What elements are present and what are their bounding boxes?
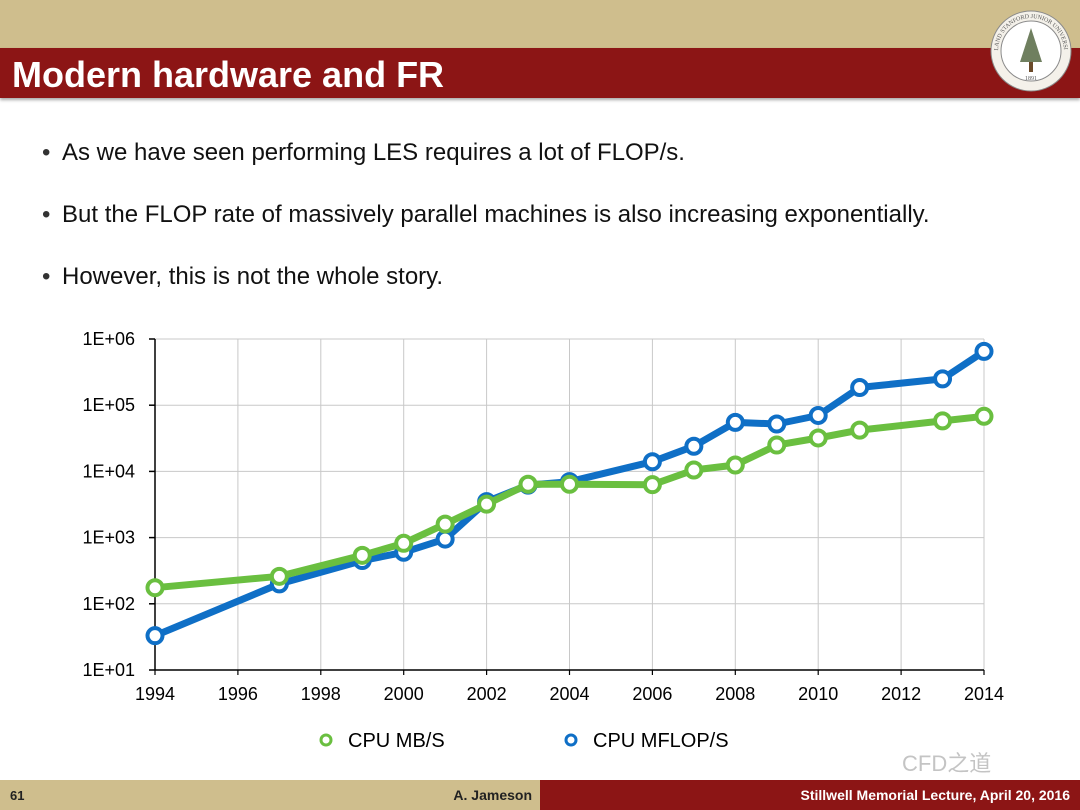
- bullet-dot: •: [42, 201, 51, 228]
- data-point-cpu-mflop-s: [684, 436, 704, 456]
- data-point-cpu-mb-s: [808, 428, 828, 448]
- slide-title: Modern hardware and FR: [12, 54, 445, 95]
- legend-label-cpu-mb-s: CPU MB/S: [348, 730, 445, 752]
- data-point-cpu-mb-s: [933, 411, 953, 431]
- watermark: CFD之道: [902, 751, 992, 776]
- footer-left: 61 A. Jameson: [0, 780, 540, 810]
- data-point-cpu-mflop-s: [725, 412, 745, 432]
- y-tick-label: 1E+01: [82, 660, 135, 680]
- y-tick-label: 1E+05: [82, 395, 135, 415]
- bullet-text: However, this is not the whole story.: [62, 263, 444, 290]
- data-point-cpu-mflop-s: [974, 341, 994, 361]
- data-point-cpu-mflop-s: [933, 369, 953, 389]
- bullet-text: But the FLOP rate of massively parallel …: [62, 201, 930, 228]
- x-tick-label: 2014: [964, 684, 1004, 704]
- bullet-dot: •: [42, 263, 51, 290]
- x-tick-label: 2000: [384, 684, 424, 704]
- legend-marker-cpu-mflop-s: [564, 733, 578, 747]
- y-tick-label: 1E+04: [82, 461, 135, 481]
- author: A. Jameson: [453, 787, 532, 803]
- data-point-cpu-mflop-s: [435, 529, 455, 549]
- bullet-item: • As we have seen performing LES requires…: [42, 136, 930, 198]
- lecture-title: Stillwell Memorial Lecture, April 20, 20…: [800, 787, 1070, 803]
- data-point-cpu-mb-s: [725, 455, 745, 475]
- y-tick-label: 1E+02: [82, 594, 135, 614]
- data-point-cpu-mb-s: [352, 545, 372, 565]
- series-line-cpu-mb-s: [151, 412, 988, 592]
- data-point-cpu-mflop-s: [642, 452, 662, 472]
- data-point-cpu-mb-s: [145, 578, 165, 598]
- data-point-cpu-mb-s: [560, 474, 579, 494]
- data-point-cpu-mb-s: [684, 460, 704, 480]
- data-point-cpu-mb-s: [767, 435, 787, 455]
- x-tick-label: 2006: [632, 684, 672, 704]
- x-tick-label: 1996: [218, 684, 258, 704]
- x-tick-label: 2002: [467, 684, 507, 704]
- data-point-cpu-mflop-s: [850, 378, 870, 398]
- bullet-list: • As we have seen performing LES requires…: [42, 136, 930, 322]
- x-tick-label: 2004: [549, 684, 589, 704]
- data-point-cpu-mb-s: [477, 494, 497, 514]
- data-point-cpu-mb-s: [394, 533, 414, 553]
- bullet-dot: •: [42, 139, 51, 166]
- bullet-item: • But the FLOP rate of massively parallel…: [42, 198, 930, 260]
- series-line-cpu-mflop-s: [151, 347, 988, 640]
- data-point-cpu-mflop-s: [145, 626, 165, 646]
- data-point-cpu-mb-s: [974, 406, 994, 426]
- legend-label-cpu-mflop-s: CPU MFLOP/S: [593, 730, 729, 752]
- stanford-seal-icon: LELAND STANFORD JUNIOR UNIVERSITY 1891: [990, 10, 1072, 92]
- footer-right: Stillwell Memorial Lecture, April 20, 20…: [540, 780, 1080, 810]
- top-band: [0, 0, 1080, 48]
- bullet-text: As we have seen performing LES requires …: [62, 139, 685, 166]
- y-tick-label: 1E+03: [82, 528, 135, 548]
- x-tick-label: 2012: [881, 684, 921, 704]
- y-tick-label: 1E+06: [82, 329, 135, 349]
- data-point-cpu-mb-s: [435, 514, 455, 534]
- data-point-cpu-mb-s: [518, 474, 538, 494]
- seal-year: 1891: [1025, 76, 1037, 82]
- page-number: 61: [10, 788, 25, 803]
- performance-chart: 1E+01 1E+02 1E+03 1E+04 1E+05 1E+06 1994 1996 19…: [82, 329, 1004, 752]
- legend-marker-cpu-mb-s: [319, 733, 333, 747]
- data-point-cpu-mb-s: [269, 566, 289, 586]
- bullet-item: • However, this is not the whole story.: [42, 260, 930, 322]
- data-point-cpu-mb-s: [642, 475, 662, 495]
- x-tick-label: 1998: [301, 684, 341, 704]
- data-point-cpu-mflop-s: [808, 405, 828, 425]
- x-tick-label: 2008: [715, 684, 755, 704]
- x-tick-label: 2010: [798, 684, 838, 704]
- title-bar: [0, 48, 1080, 98]
- footer: 61 A. Jameson Stillwell Memorial Lecture…: [0, 780, 1080, 810]
- data-point-cpu-mb-s: [850, 420, 870, 440]
- data-point-cpu-mflop-s: [767, 414, 787, 434]
- x-tick-label: 1994: [135, 684, 175, 704]
